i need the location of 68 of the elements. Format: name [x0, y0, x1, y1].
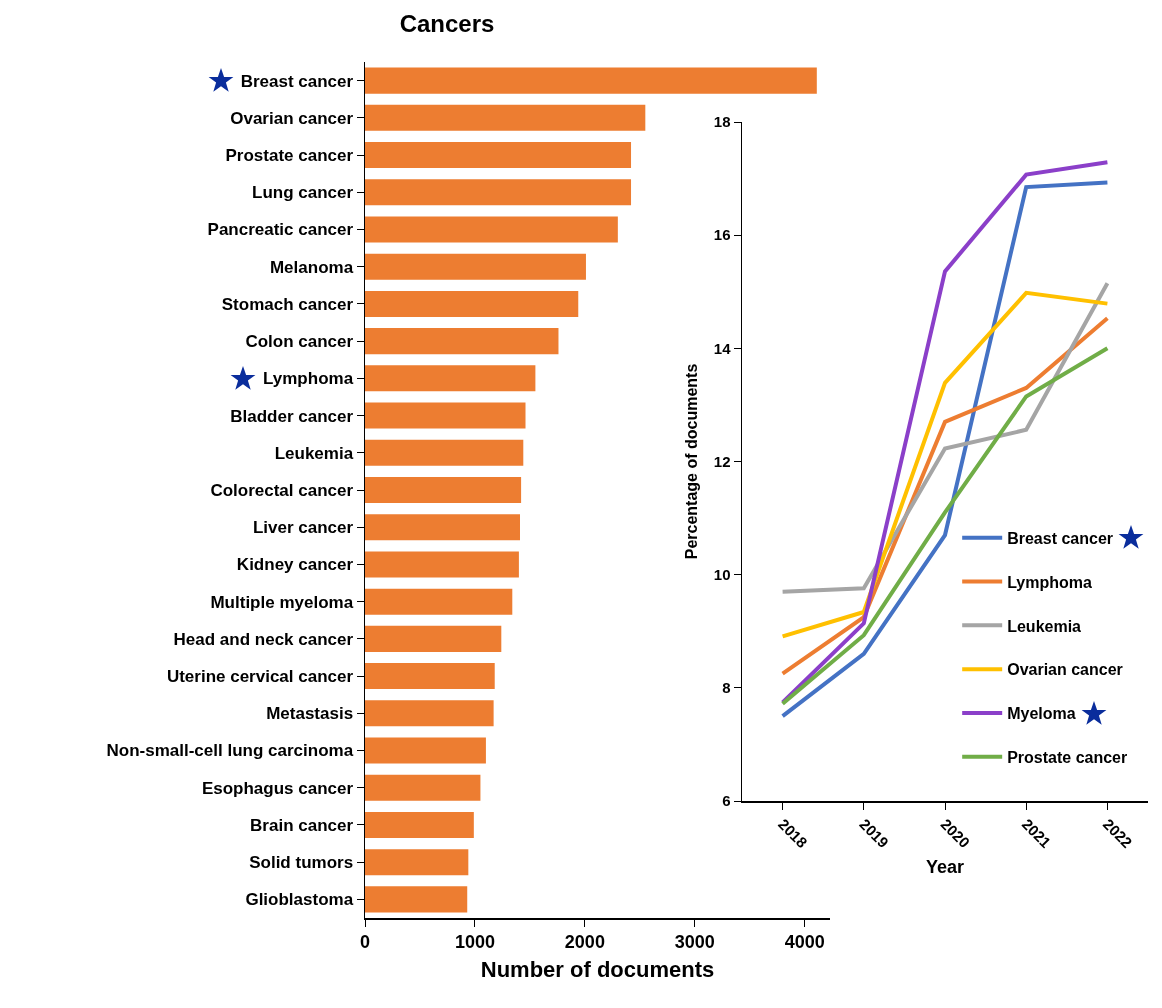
- legend-label: Leukemia: [1007, 617, 1082, 635]
- x-axis-title: Number of documents: [480, 956, 715, 982]
- bar: [365, 104, 646, 131]
- x-tick-label: 0: [359, 932, 371, 953]
- x-tick-label: 2000: [564, 932, 605, 953]
- bar: [365, 179, 632, 206]
- x-tick-label: 1000: [454, 932, 495, 953]
- y-tick-label: 10: [713, 565, 731, 583]
- y-tick-label: Esophagus cancer: [201, 778, 354, 798]
- legend-label: Lymphoma: [1007, 573, 1093, 591]
- bar: [365, 774, 481, 801]
- x-axis-title: Year: [925, 856, 965, 877]
- legend-label: Breast cancer: [1007, 529, 1114, 547]
- bar: [365, 365, 536, 392]
- y-tick-label: Head and neck cancer: [173, 629, 354, 649]
- y-tick-label: Non-small-cell lung carcinoma: [106, 741, 354, 761]
- y-tick-label: 8: [722, 679, 731, 697]
- y-tick-label: Liver cancer: [252, 518, 354, 538]
- y-tick-label: Pancreatic cancer: [207, 220, 354, 240]
- y-tick-label: Brain cancer: [250, 815, 354, 835]
- bar: [365, 514, 520, 541]
- bar: [365, 625, 502, 652]
- bar: [365, 811, 474, 838]
- y-tick-label: 18: [713, 113, 731, 131]
- y-tick-label: Bladder cancer: [230, 406, 354, 426]
- y-tick-label: Glioblastoma: [245, 890, 354, 910]
- y-tick-label: Stomach cancer: [221, 294, 354, 314]
- bar: [365, 402, 526, 429]
- y-tick-label: Prostate cancer: [225, 145, 354, 165]
- chart-title: Cancers: [399, 9, 495, 37]
- y-tick-label: Lymphoma: [263, 369, 354, 389]
- y-tick-label: Uterine cervical cancer: [166, 667, 354, 687]
- bar: [365, 253, 586, 280]
- y-tick-label: Kidney cancer: [236, 555, 354, 575]
- bar: [365, 588, 513, 615]
- bar: [365, 142, 632, 169]
- y-tick-label: Solid tumors: [249, 853, 354, 873]
- y-tick-label: Metastasis: [266, 704, 354, 724]
- legend-label: Prostate cancer: [1007, 748, 1128, 766]
- bar: [365, 476, 522, 504]
- bar: [365, 328, 559, 355]
- bar: [365, 439, 524, 466]
- bar: [365, 663, 495, 690]
- y-tick-label: Multiple myeloma: [210, 592, 354, 612]
- y-tick-label: 6: [722, 792, 731, 810]
- y-tick-label: Colorectal cancer: [210, 480, 354, 500]
- bar: [365, 886, 468, 913]
- bar: [365, 67, 817, 94]
- y-tick-label: Lung cancer: [252, 183, 354, 203]
- x-tick-label: 3000: [674, 932, 715, 953]
- y-tick-label: Breast cancer: [240, 71, 354, 91]
- y-tick-label: 12: [713, 452, 731, 470]
- y-tick-label: Colon cancer: [245, 332, 354, 352]
- y-axis-title: Percentage of documents: [682, 363, 700, 560]
- bar: [365, 290, 579, 317]
- y-tick-label: 16: [713, 226, 731, 244]
- bar: [365, 737, 486, 764]
- y-tick-label: 14: [713, 339, 732, 357]
- y-tick-label: Leukemia: [274, 443, 354, 463]
- bar: [365, 849, 469, 876]
- bar: [365, 216, 618, 243]
- y-tick-label: Melanoma: [269, 257, 354, 277]
- legend-label: Myeloma: [1007, 705, 1076, 723]
- y-tick-label: Ovarian cancer: [230, 108, 354, 128]
- x-tick-label: 4000: [784, 932, 825, 953]
- bar: [365, 700, 494, 727]
- legend-label: Ovarian cancer: [1007, 661, 1123, 679]
- bar: [365, 551, 519, 578]
